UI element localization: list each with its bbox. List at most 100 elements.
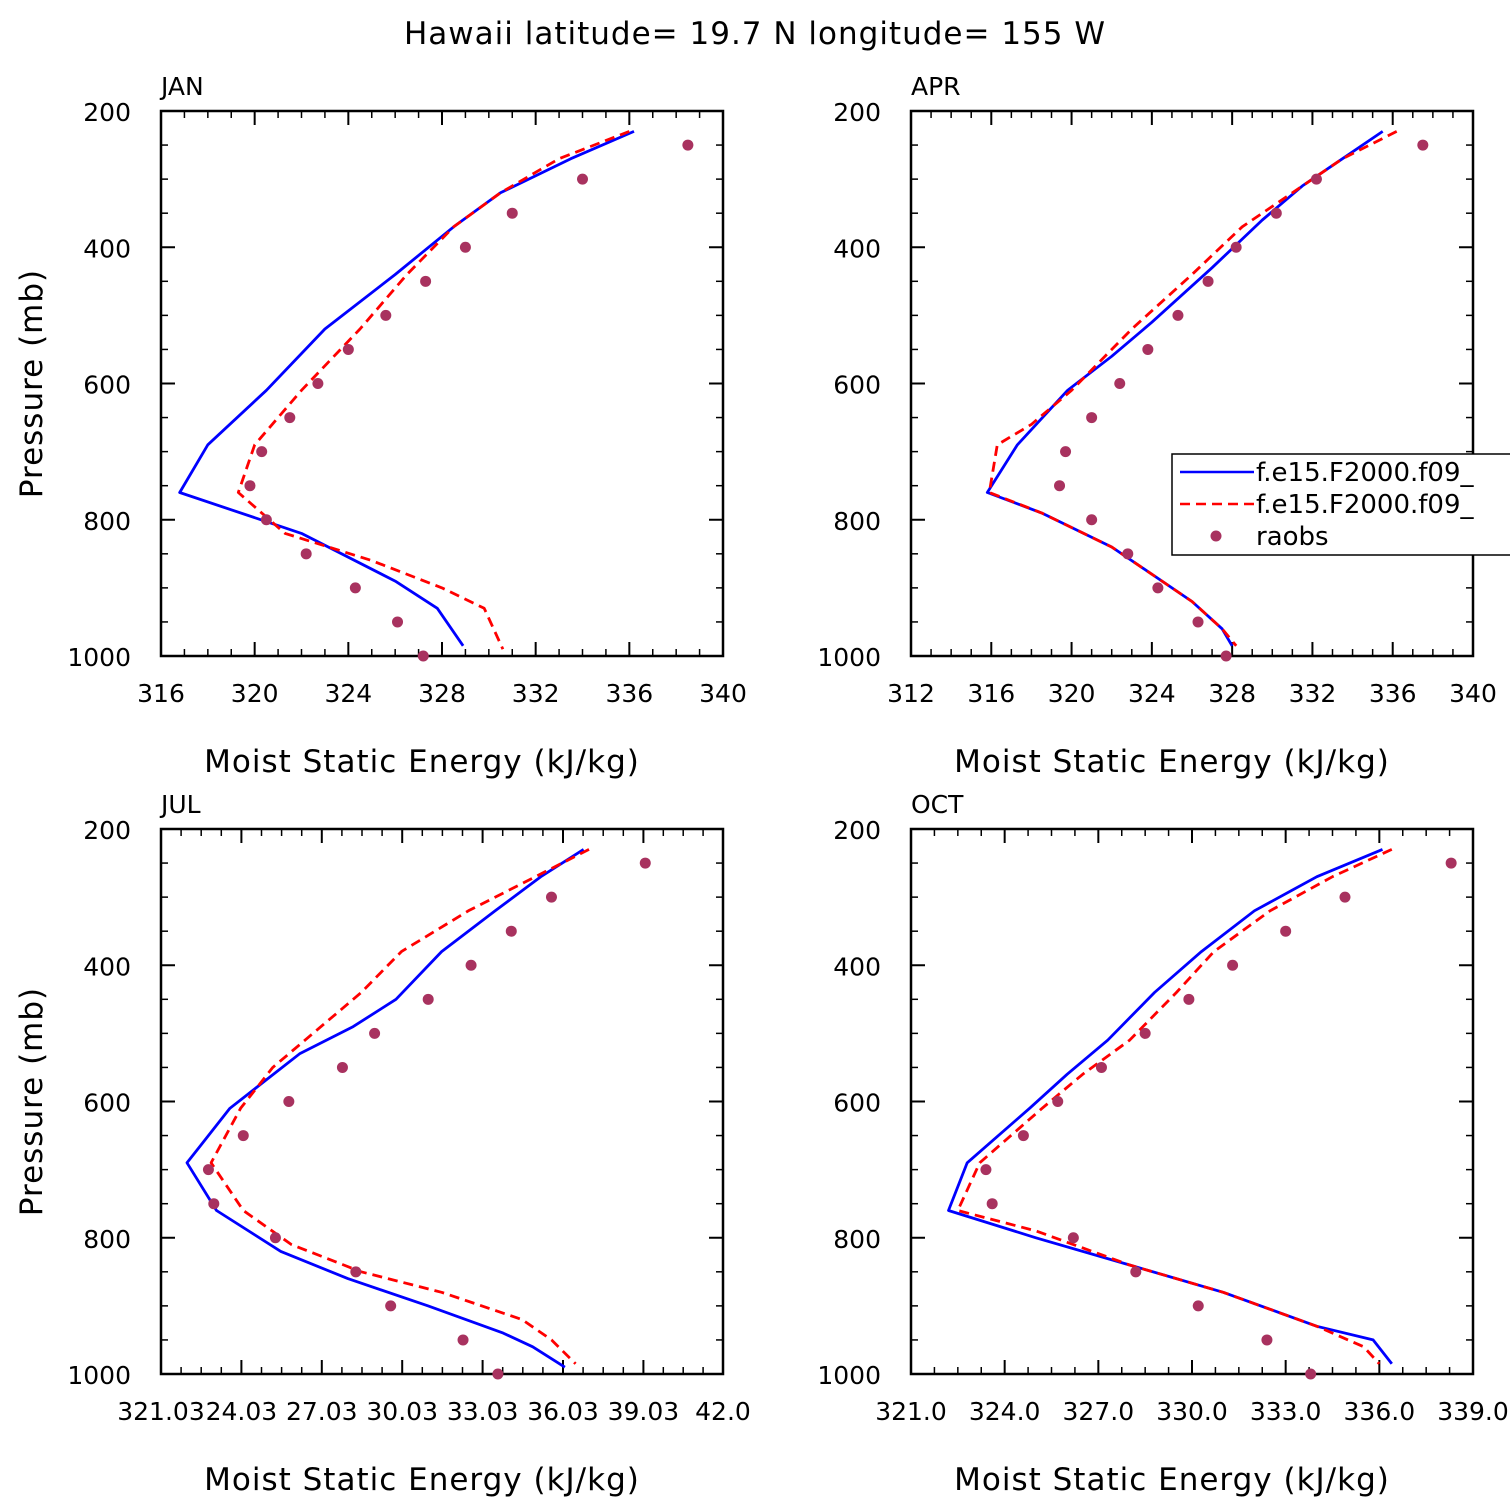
obs-point [457,1334,469,1346]
y-tick-label: 800 [83,1225,131,1254]
obs-point [237,1130,249,1142]
y-tick-label: 1000 [817,643,881,672]
y-tick-label: 600 [833,1089,881,1118]
series-line-model2 [236,130,630,650]
x-tick-label: 33.03 [447,1397,519,1426]
obs-point [1202,275,1214,287]
x-tick-label: 336.0 [1344,1397,1416,1426]
obs-point [392,616,404,628]
obs-point [505,925,517,937]
obs-point [202,1164,214,1176]
obs-point [336,1061,348,1073]
obs-point [300,548,312,560]
x-axis-label: Moist Static Energy (kJ/kg) [954,1462,1390,1498]
obs-point [1305,1368,1317,1380]
series-line-model1 [947,848,1393,1365]
panel-oct: 200 400 600 800 1000 321.0 324.0 327.0 330.0 333.… [817,790,1508,1498]
y-axis-label: Pressure (mb) [14,269,50,498]
legend: f.e15.F2000.f09_ f.e15.F2000.f09_ raobs [1171,453,1510,556]
x-tick-label: 327.0 [1063,1397,1135,1426]
obs-point [417,650,429,662]
obs-point [1183,993,1195,1005]
y-tick-label: 600 [83,371,131,400]
obs-point [1339,891,1351,903]
x-tick-label: 330.0 [1156,1397,1228,1426]
y-tick-label: 200 [83,98,131,127]
obs-point [506,207,518,219]
figure-title: Hawaii latitude= 19.7 N longitude= 155 W [404,16,1106,52]
obs-point [349,582,361,594]
x-tick-label: 42.0 [695,1397,751,1426]
obs-point [1054,480,1066,492]
obs-point [208,1198,220,1210]
legend-label-model1: f.e15.F2000.f09_ [1256,458,1474,488]
y-tick-label: 400 [83,234,131,263]
obs-point [1445,857,1457,869]
obs-point [256,446,268,458]
x-tick-label: 324 [324,679,372,708]
x-tick-label: 336 [1369,679,1417,708]
series-line-model1 [185,848,585,1369]
series-line-model2 [956,848,1393,1365]
x-tick-label: 339.0 [1437,1397,1509,1426]
obs-point [260,514,272,526]
panel-jul: 200 400 600 800 1000 321.03 24.03 27.03 30.03 33.… [14,790,751,1498]
obs-point [1114,378,1126,389]
x-axis-label: Moist Static Energy (kJ/kg) [204,744,640,780]
obs-point [1130,1266,1142,1278]
obs-point [1280,925,1292,937]
obs-point [244,480,256,492]
x-tick-label: 336 [605,679,653,708]
obs-point [1067,1232,1079,1244]
series-line-model1 [985,130,1384,647]
x-tick-label: 340 [699,679,747,708]
obs-point [1060,446,1072,458]
x-tick-label: 30.03 [366,1397,438,1426]
x-tick-label: 24.03 [206,1397,278,1426]
obs-point [980,1164,992,1176]
series-line-model2 [987,130,1398,647]
obs-point [1017,1130,1029,1142]
obs-point [420,275,432,287]
panel-title: JAN [159,72,204,101]
obs-point [1310,173,1322,185]
panel-title: APR [911,72,961,101]
y-tick-label: 1000 [817,1361,881,1390]
obs-point [283,1096,295,1107]
obs-point [545,891,557,903]
obs-point [1052,1096,1064,1107]
obs-point [1095,1061,1107,1073]
x-axis-label: Moist Static Energy (kJ/kg) [954,744,1390,780]
x-tick-label: 321.03 [117,1397,204,1426]
x-tick-label: 320 [1048,679,1096,708]
obs-point [269,1232,281,1244]
y-tick-label: 400 [833,952,881,981]
obs-point [350,1266,362,1278]
x-tick-label: 36.03 [527,1397,599,1426]
y-tick-label: 200 [833,98,881,127]
y-tick-label: 800 [83,507,131,536]
obs-point [1192,1300,1204,1312]
y-tick-label: 1000 [67,643,131,672]
y-tick-label: 400 [83,952,131,981]
obs-point [682,139,694,151]
obs-point [1220,650,1232,662]
legend-marker-obs [1210,530,1222,542]
obs-point [1152,582,1164,594]
obs-point [1417,139,1429,151]
x-tick-label: 27.03 [286,1397,358,1426]
x-tick-label: 320 [231,679,279,708]
x-tick-label: 312 [887,679,935,708]
obs-point [1230,241,1242,253]
x-tick-label: 39.03 [608,1397,680,1426]
plot-frame [159,109,725,658]
obs-point [284,412,296,424]
legend-label-obs: raobs [1256,522,1329,552]
x-tick-label: 321.0 [875,1397,947,1426]
x-tick-label: 328 [418,679,466,708]
series-line-model2 [209,848,590,1365]
obs-point [1139,1027,1151,1039]
